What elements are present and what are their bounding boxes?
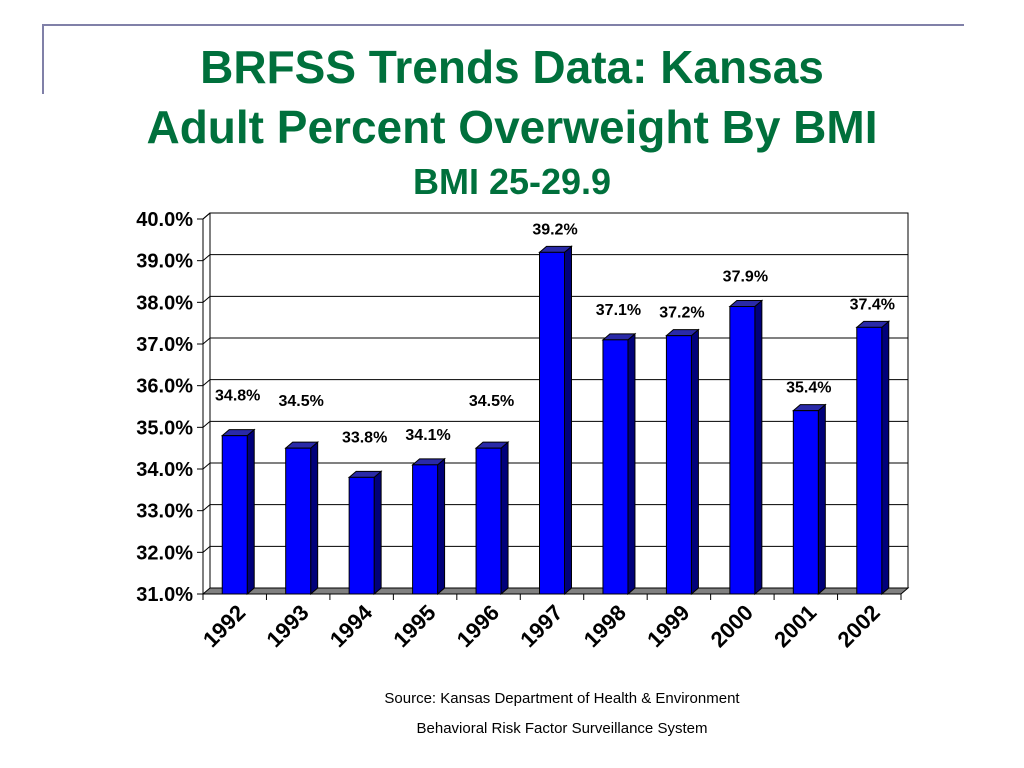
- bar-front: [729, 306, 756, 595]
- y-tick-label: 38.0%: [136, 292, 193, 314]
- bar-1993: [284, 441, 320, 596]
- x-tick-label: 2000: [706, 600, 758, 652]
- y-tick-label: 34.0%: [136, 459, 193, 481]
- gridline-depth: [202, 504, 211, 512]
- x-tick-label: 1999: [642, 600, 694, 652]
- gridline-depth: [202, 212, 211, 220]
- bar-front: [665, 335, 692, 595]
- bar-front: [539, 251, 565, 595]
- bar-2002: [855, 320, 891, 596]
- data-label: 37.2%: [659, 305, 704, 322]
- x-tick-label: 1992: [198, 600, 250, 652]
- bar-side: [881, 320, 890, 596]
- left-wall: [202, 212, 211, 594]
- slide-title-line1: BRFSS Trends Data: Kansas: [200, 41, 824, 93]
- y-tick-label: 36.0%: [136, 376, 193, 398]
- x-tick-label: 2002: [833, 600, 885, 652]
- x-tick-label: 1998: [579, 600, 631, 652]
- source-line1: Source: Kansas Department of Health & En…: [384, 690, 740, 707]
- data-label: 34.1%: [405, 427, 450, 444]
- bar-front: [221, 435, 248, 595]
- bar-front: [412, 464, 439, 595]
- bar-1997: [538, 245, 573, 596]
- data-label: 34.5%: [469, 393, 514, 410]
- bar-side: [246, 428, 255, 596]
- bar-front: [792, 410, 819, 595]
- data-label: 35.4%: [786, 380, 831, 397]
- frame-top-rule: [42, 24, 964, 26]
- bar-front: [285, 447, 312, 595]
- y-tick-label: 37.0%: [136, 334, 193, 356]
- x-tick-label: 1997: [515, 600, 567, 652]
- x-tick-label: 2001: [769, 600, 821, 652]
- source-line2: Behavioral Risk Factor Surveillance Syst…: [416, 720, 708, 737]
- data-label: 37.1%: [596, 302, 641, 319]
- y-tick-label: 31.0%: [136, 584, 193, 606]
- data-label: 34.5%: [278, 393, 323, 410]
- gridline-depth: [202, 337, 211, 345]
- gridline-depth: [202, 254, 211, 262]
- bar-1992: [220, 428, 256, 596]
- x-tick-label: 1994: [325, 599, 378, 652]
- y-tick-label: 35.0%: [136, 417, 193, 439]
- bar-side: [310, 441, 319, 596]
- bar-side: [564, 245, 572, 596]
- bar-side: [627, 332, 636, 596]
- bar-2001: [791, 403, 827, 596]
- slide-title-line2: Adult Percent Overweight By BMI: [146, 101, 878, 153]
- gridline-depth: [202, 462, 211, 470]
- gridline-depth: [202, 545, 211, 553]
- bar-1995: [411, 457, 446, 596]
- x-tick-label: 1993: [261, 600, 313, 652]
- gridline-depth: [202, 295, 211, 303]
- bar-side: [437, 457, 446, 596]
- bar-chart: 31.0% 32.0% 33.0% 34.0% 35.0% 36.0% 37.0% 38.0%…: [136, 209, 910, 652]
- bar-front: [856, 326, 883, 595]
- bar-front: [602, 339, 629, 595]
- y-tick-label: 40.0%: [136, 209, 193, 231]
- x-tick-label: 1996: [452, 600, 504, 652]
- bar-side: [754, 299, 763, 596]
- bar-front: [348, 476, 375, 595]
- bar-1994: [347, 470, 383, 596]
- bar-2000: [728, 299, 764, 596]
- bar-1996: [474, 441, 510, 596]
- slide-subtitle: BMI 25-29.9: [412, 161, 612, 202]
- data-label: 34.8%: [215, 388, 260, 405]
- x-tick-label: 1995: [388, 600, 440, 652]
- frame-left-rule: [42, 24, 44, 94]
- gridline-depth: [202, 379, 211, 387]
- y-tick-label: 33.0%: [136, 501, 193, 523]
- y-tick-label: 32.0%: [136, 542, 193, 564]
- bar-1998: [601, 332, 637, 596]
- bar-front: [475, 447, 502, 595]
- bar-1999: [665, 328, 700, 596]
- y-tick-label: 39.0%: [136, 251, 193, 273]
- data-label: 39.2%: [532, 221, 577, 238]
- bar-side: [690, 328, 699, 596]
- bar-side: [373, 470, 382, 596]
- gridline-depth: [202, 420, 211, 428]
- data-label: 37.9%: [723, 269, 768, 286]
- bar-side: [817, 403, 826, 596]
- bar-side: [500, 441, 509, 596]
- data-label: 33.8%: [342, 429, 387, 446]
- data-label: 37.4%: [850, 296, 895, 313]
